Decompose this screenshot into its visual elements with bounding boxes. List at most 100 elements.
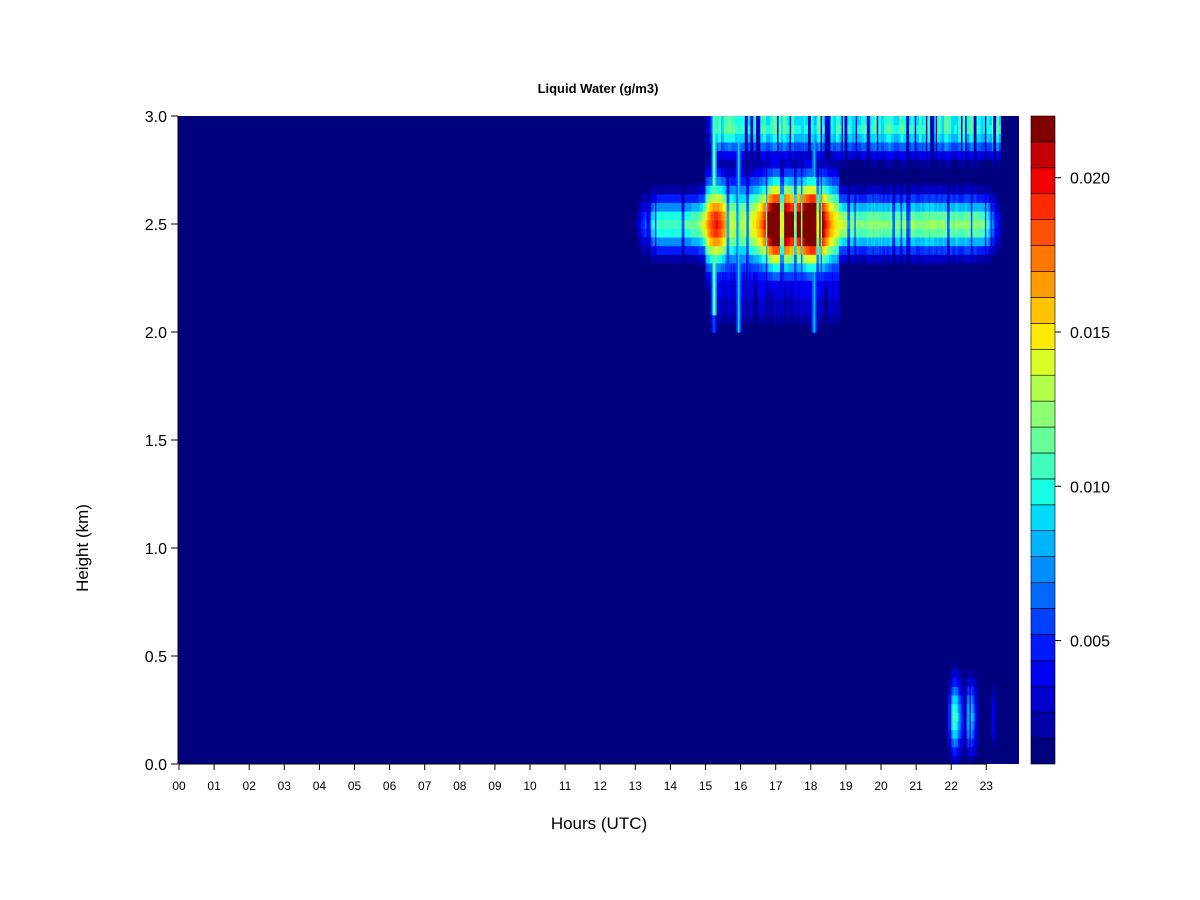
heatmap-cell <box>678 228 681 238</box>
heatmap-cell <box>720 297 723 307</box>
heatmap-cell <box>761 245 764 255</box>
heatmap-cell <box>744 262 747 273</box>
heatmap-cell <box>865 236 868 247</box>
heatmap-cell <box>954 729 957 739</box>
heatmap-cell <box>850 124 853 134</box>
heatmap-cell <box>664 185 667 195</box>
heatmap-cell <box>666 228 669 238</box>
heatmap-cell <box>785 185 788 195</box>
heatmap-cell <box>740 176 743 186</box>
heatmap-cell <box>786 211 789 221</box>
heatmap-cell <box>813 167 816 178</box>
heatmap-cell <box>791 124 794 134</box>
heatmap-cell <box>959 219 962 229</box>
heatmap-cell <box>670 202 673 212</box>
heatmap-cell <box>761 297 764 307</box>
heatmap-cell <box>733 185 736 195</box>
heatmap-cell <box>875 124 878 134</box>
heatmap-cell <box>991 133 994 143</box>
heatmap-cell <box>740 254 743 264</box>
heatmap-cell <box>726 245 729 255</box>
heatmap-cell <box>847 141 850 152</box>
heatmap-cell <box>758 314 761 324</box>
heatmap-cell <box>760 254 763 264</box>
heatmap-cell <box>778 167 781 178</box>
heatmap-cell <box>958 245 961 255</box>
heatmap-cell <box>998 150 1001 160</box>
heatmap-cell <box>956 185 959 195</box>
heatmap-cell <box>873 133 876 143</box>
heatmap-cell <box>664 193 667 203</box>
heatmap-cell <box>819 280 822 290</box>
heatmap-cell <box>715 124 718 134</box>
heatmap-cell <box>709 271 712 281</box>
heatmap-cell <box>945 228 948 238</box>
heatmap-cell <box>774 193 777 203</box>
heatmap-cell <box>834 271 837 281</box>
heatmap-cell <box>791 167 794 178</box>
heatmap-cell <box>858 193 861 203</box>
heatmap-cell <box>872 219 875 229</box>
heatmap-cell <box>812 211 815 221</box>
heatmap-cell <box>830 202 833 212</box>
heatmap-cell <box>743 133 746 143</box>
heatmap-cell <box>771 211 774 221</box>
heatmap-cell <box>895 124 898 134</box>
heatmap-cell <box>873 150 876 160</box>
heatmap-cell <box>923 116 926 126</box>
heatmap-cell <box>925 193 928 203</box>
heatmap-cell <box>666 254 669 264</box>
heatmap-cell <box>809 228 812 238</box>
heatmap-cell <box>827 211 830 221</box>
heatmap-cell <box>674 236 677 247</box>
heatmap-cell <box>744 271 747 281</box>
heatmap-cell <box>963 720 966 731</box>
heatmap-cell <box>802 280 805 290</box>
heatmap-cell <box>830 176 833 186</box>
heatmap-cell <box>925 254 928 264</box>
heatmap-cell <box>965 133 968 143</box>
heatmap-cell <box>984 219 987 229</box>
heatmap-cell <box>931 236 934 247</box>
heatmap-cell <box>831 133 834 143</box>
heatmap-cell <box>833 176 836 186</box>
heatmap-cell <box>923 133 926 143</box>
heatmap-cell <box>749 254 752 264</box>
heatmap-cell <box>785 211 788 221</box>
heatmap-cell <box>989 219 992 229</box>
heatmap-cell <box>873 219 876 229</box>
heatmap-cell <box>791 193 794 203</box>
heatmap-cell <box>785 124 788 134</box>
heatmap-cell <box>924 236 927 247</box>
heatmap-cell <box>902 202 905 212</box>
heatmap-cell <box>765 271 768 281</box>
colorbar-tick-label: 0.010 <box>1070 479 1110 496</box>
heatmap-cell <box>775 271 778 281</box>
heatmap-cell <box>746 133 749 143</box>
heatmap-cell <box>899 124 902 134</box>
heatmap-cell <box>807 236 810 247</box>
heatmap-cell <box>767 254 770 264</box>
heatmap-cell <box>955 254 958 264</box>
heatmap-cell <box>827 254 830 264</box>
heatmap-cell <box>815 116 818 126</box>
heatmap-cell <box>865 185 868 195</box>
heatmap-cell <box>779 219 782 229</box>
heatmap-cell <box>751 271 754 281</box>
heatmap-cell <box>875 211 878 221</box>
heatmap-cell <box>761 150 764 160</box>
heatmap-cell <box>791 185 794 195</box>
heatmap-cell <box>777 254 780 264</box>
heatmap-cell <box>869 193 872 203</box>
heatmap-cell <box>719 116 722 126</box>
heatmap-cell <box>921 141 924 152</box>
heatmap-cell <box>937 141 940 152</box>
heatmap-cell <box>746 254 749 264</box>
heatmap-cell <box>972 694 975 705</box>
heatmap-cell <box>657 254 660 264</box>
heatmap-cell <box>816 141 819 152</box>
heatmap-cell <box>813 124 816 134</box>
heatmap-cell <box>857 116 860 126</box>
heatmap-cell <box>673 254 676 264</box>
heatmap-cell <box>718 280 721 290</box>
